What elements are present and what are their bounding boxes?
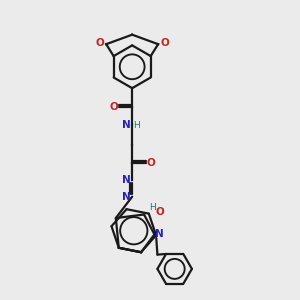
Text: O: O — [155, 206, 164, 217]
Text: O: O — [109, 103, 118, 112]
Text: O: O — [95, 38, 104, 48]
Text: O: O — [146, 158, 155, 168]
Text: H: H — [150, 203, 156, 212]
Text: N: N — [122, 192, 130, 202]
Text: N: N — [122, 175, 130, 185]
Text: N: N — [155, 229, 164, 239]
Text: H: H — [134, 121, 140, 130]
Text: N: N — [122, 120, 130, 130]
Text: O: O — [160, 38, 169, 48]
